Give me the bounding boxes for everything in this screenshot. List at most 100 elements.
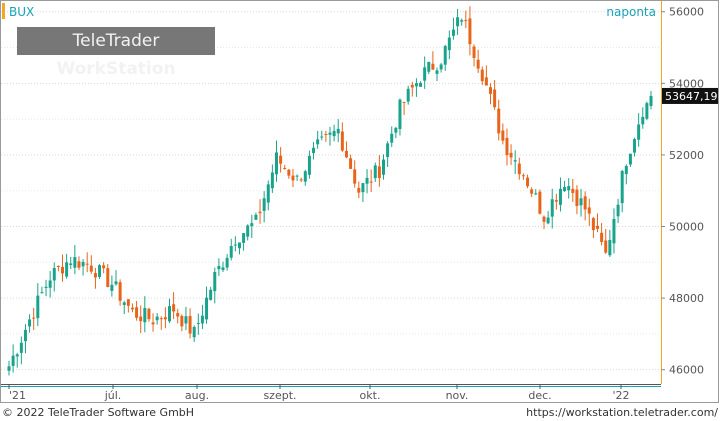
candle-body [118,282,122,301]
candle-body [476,59,480,69]
candle-body [106,268,110,287]
candle-body [493,89,497,108]
x-axis-tick-label: júl. [104,389,122,402]
candle-body [563,186,567,192]
last-price-label: 53647,19 [665,90,718,103]
candle-body [200,315,204,324]
x-axis-tick-label: dec. [528,389,551,402]
candle-body [147,308,151,320]
candle-body [172,304,176,312]
candle-body [344,150,348,158]
candle-body [596,225,599,229]
candle-body [242,233,246,243]
candle-body [468,18,472,45]
candle-body [608,239,612,256]
candle-body [155,316,159,321]
candle-body [517,163,521,175]
candle-body [176,312,180,317]
candle-body [357,187,361,193]
candle-body [373,165,377,179]
candle-body [110,284,114,291]
y-axis-tick-label: 56000 [669,6,704,19]
candle-body [81,261,85,267]
candle-body [19,342,23,353]
candle-body [295,175,299,177]
candle-body [56,266,60,268]
candle-body [266,184,270,203]
candle-body [579,198,583,206]
candle-body [423,67,427,81]
candle-body [303,171,307,182]
candle-body [377,166,381,179]
candle-body [15,354,19,357]
candle-body [188,315,192,334]
candle-body [641,116,645,125]
candle-body [637,124,641,140]
candle-body [530,189,534,194]
candle-body [93,273,97,278]
footer: © 2022 TeleTrader Software GmbH https://… [0,404,720,421]
website-link[interactable]: https://workstation.teletrader.com/ [526,406,718,419]
candle-body [36,295,40,319]
candle-body [130,307,134,310]
candle-body [73,257,77,268]
candle-body [414,83,418,87]
candle-body [353,169,357,184]
candle-body [624,165,628,175]
candle-body [645,103,649,119]
candle-body [620,171,624,204]
candle-body [575,189,579,206]
candle-body [406,88,410,102]
candle-body [233,244,237,246]
candle-body [534,193,538,195]
x-axis-tick-label: nov. [446,389,469,402]
candle-body [591,218,595,231]
candle-body [61,266,64,274]
candle-body [287,169,291,176]
candle-body [258,211,262,214]
candle-body [291,175,295,181]
last-price-tag [662,87,718,104]
candle-body [184,316,188,324]
symbol-color-marker [2,3,5,19]
candle-body [11,355,15,366]
candle-body [143,308,147,323]
candle-body [126,299,130,306]
candle-body [98,265,102,277]
candle-body [135,307,139,318]
candle-body [328,132,332,135]
candle-body [419,82,423,87]
candle-body [398,99,402,129]
candle-body [394,127,398,133]
candle-body [65,262,69,277]
candle-body [365,177,369,184]
y-axis-tick-label: 48000 [669,292,704,305]
candle-body [386,143,390,157]
candle-body [501,130,505,141]
candle-body [209,289,213,300]
y-axis-tick-label: 46000 [669,364,704,377]
period-label[interactable]: naponta [606,5,656,19]
candle-body [600,232,604,242]
x-axis-tick-label: '22 [612,389,629,402]
candle-body [361,183,365,193]
candle-body [369,181,373,183]
candle-body [616,204,620,217]
candle-body [89,265,93,272]
candle-body [435,70,439,74]
candle-body [23,329,27,342]
candle-body [192,327,196,338]
candle-body [40,292,44,294]
y-axis-tick-label: 52000 [669,149,704,162]
candle-body [151,322,155,325]
watermark-logo: TeleTrader WorkStation [17,27,215,79]
candle-body [542,216,546,222]
x-axis-tick-label: aug. [185,389,209,402]
copyright-text: © 2022 TeleTrader Software GmbH [2,406,195,419]
candle-body [628,153,632,165]
candle-body [205,297,209,320]
candlestick-chart[interactable]: 46000 48000 50000 52000 54000 56000 '21 júl. aug… [1,1,719,403]
candle-body [312,147,316,154]
candle-body [649,95,653,106]
candle-body [163,317,167,320]
